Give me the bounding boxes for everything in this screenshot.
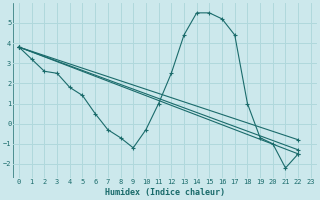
X-axis label: Humidex (Indice chaleur): Humidex (Indice chaleur) (105, 188, 225, 197)
